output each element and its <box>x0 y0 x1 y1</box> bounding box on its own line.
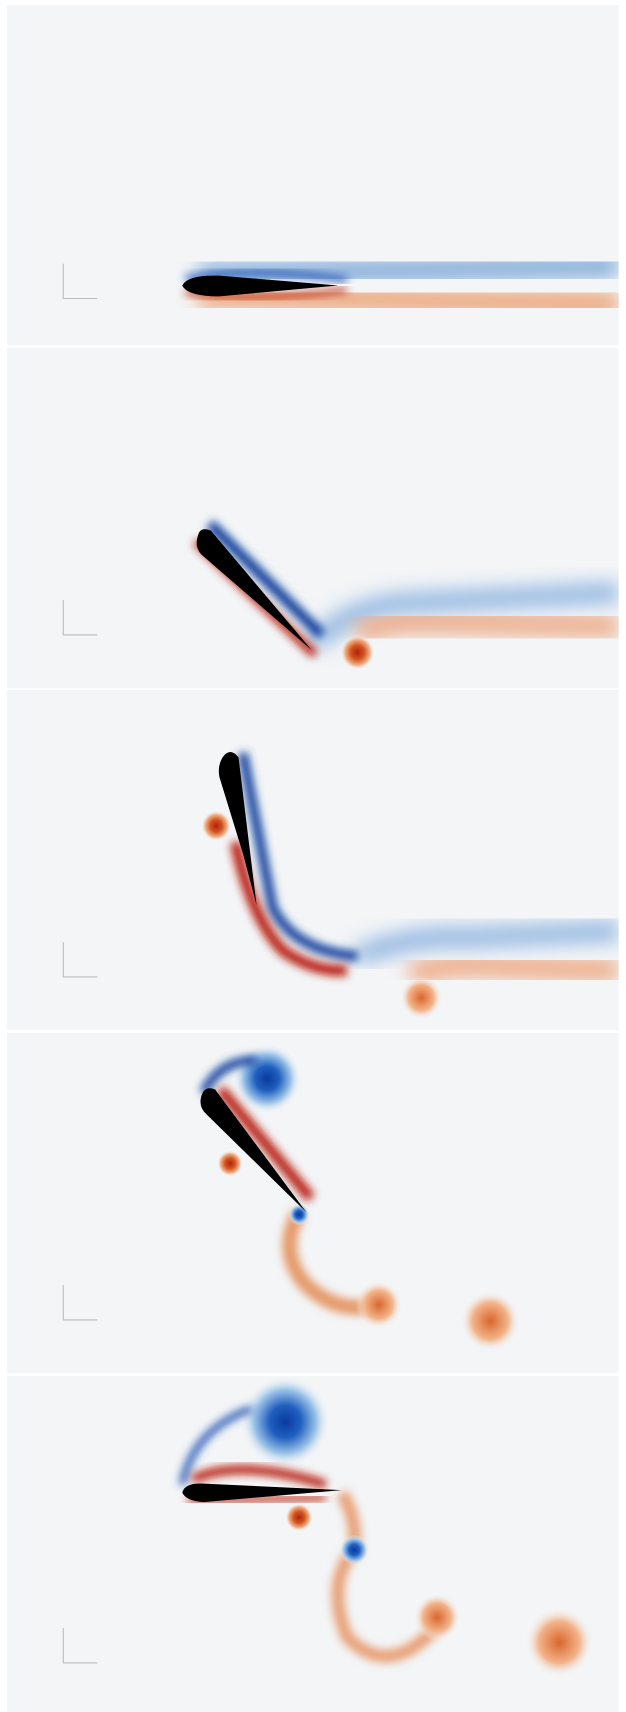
background <box>7 690 619 1030</box>
panel <box>7 690 619 1030</box>
page: (() => { const data = JSON.parse(documen… <box>0 0 626 1712</box>
vortex <box>400 976 442 1019</box>
wake-red <box>357 622 618 633</box>
vortex <box>217 1150 242 1176</box>
panel <box>7 348 619 688</box>
vortex <box>285 1503 313 1531</box>
wake-red <box>411 965 619 975</box>
background <box>7 1033 619 1373</box>
vortex <box>340 635 374 670</box>
vortex <box>241 1376 330 1467</box>
panel <box>7 5 619 345</box>
panel <box>7 1376 619 1712</box>
vortex <box>288 1204 309 1226</box>
vortex <box>525 1608 593 1678</box>
figure <box>0 0 626 1712</box>
vortex <box>355 1281 402 1329</box>
vortex <box>414 1593 461 1641</box>
vortex <box>233 1044 301 1114</box>
vortex <box>339 1535 369 1565</box>
panel <box>7 1033 619 1373</box>
vortex <box>201 811 231 841</box>
vortex <box>460 1291 519 1352</box>
